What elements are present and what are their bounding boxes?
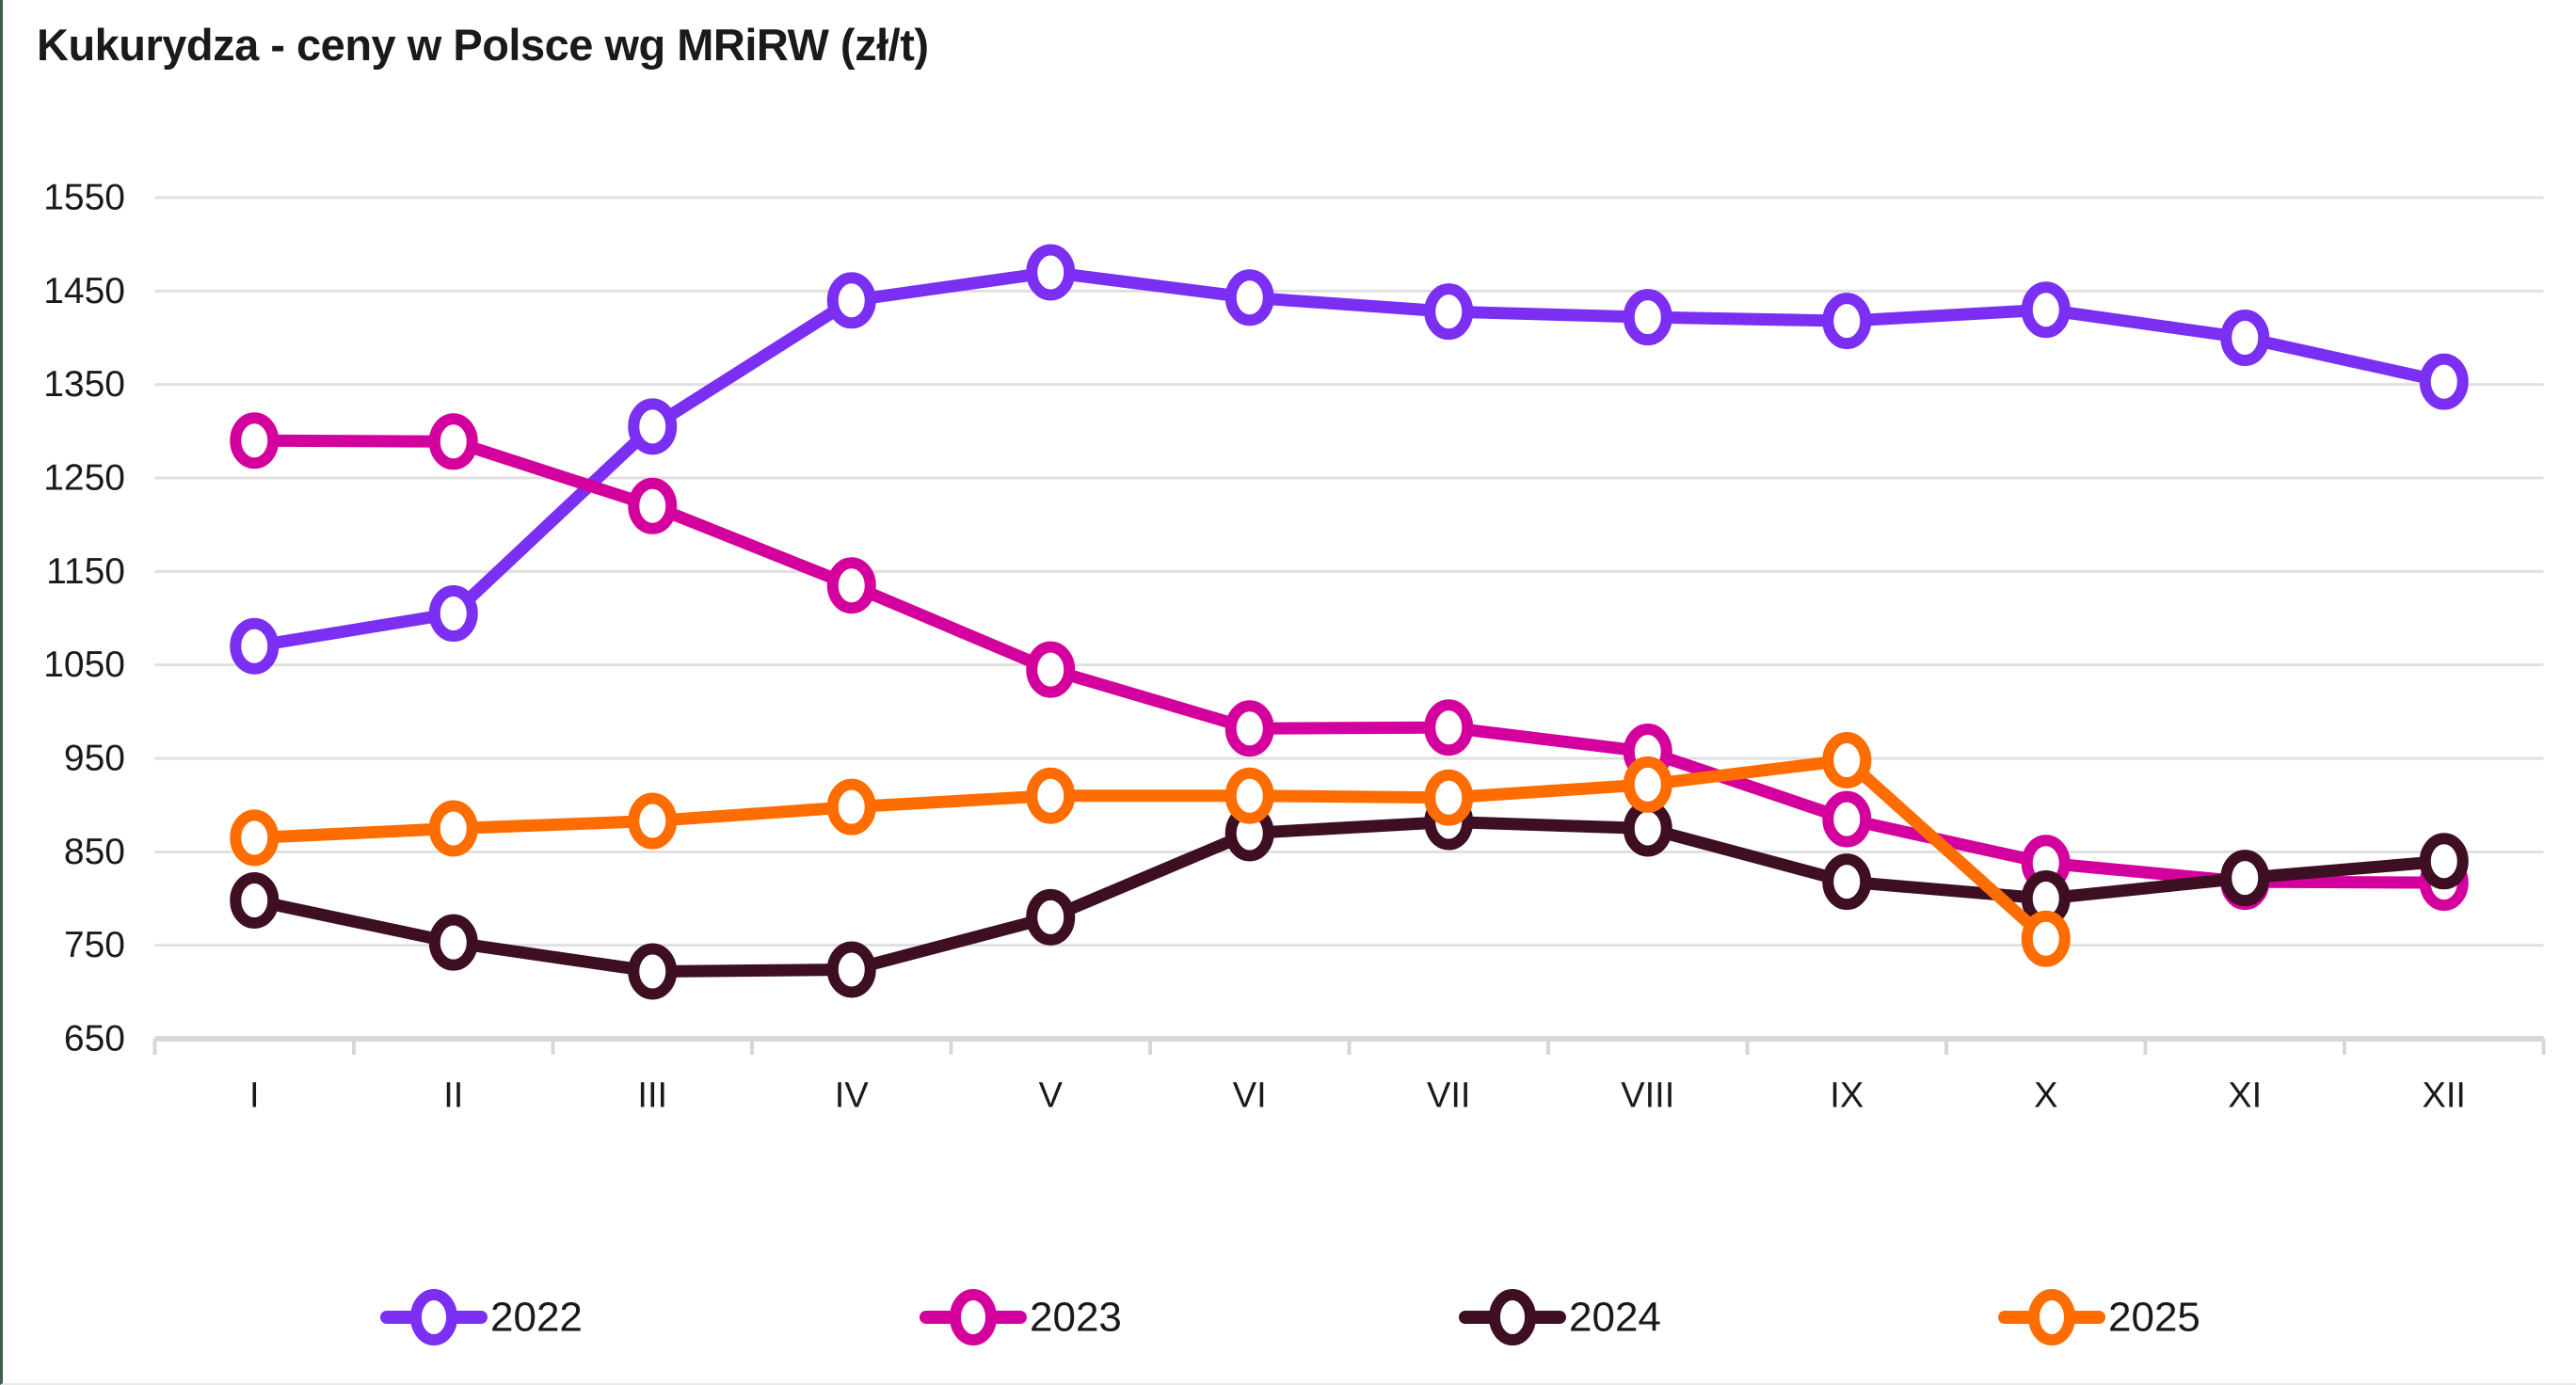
- series-marker-2025: [826, 778, 876, 836]
- series-marker-2023: [230, 412, 280, 470]
- series-marker-2025: [628, 792, 678, 850]
- series-marker-2024: [230, 871, 280, 929]
- x-tick-label-X: X: [2034, 1075, 2057, 1115]
- series-marker-2023: [628, 477, 678, 534]
- legend-swatch-marker-2024: [1489, 1289, 1536, 1345]
- series-marker-2025: [1424, 769, 1474, 826]
- chart-title: Kukurydza - ceny w Polsce wg MRiRW (zł/t…: [37, 20, 929, 70]
- legend-label-2023: 2023: [1030, 1295, 1122, 1341]
- series-marker-2022: [2419, 353, 2469, 410]
- series-marker-2022: [2021, 281, 2071, 339]
- y-tick-label-1550: 1550: [43, 178, 125, 218]
- series-marker-2022: [1623, 289, 1672, 346]
- series-marker-2024: [826, 941, 876, 998]
- legend-swatch-marker-2022: [410, 1289, 457, 1345]
- y-tick-label-1150: 1150: [46, 551, 125, 592]
- series-line-2022: [248, 265, 2451, 653]
- y-tick-label-1050: 1050: [43, 645, 125, 685]
- x-tick-label-IX: IX: [1830, 1075, 1864, 1115]
- x-tick-label-VII: VII: [1427, 1075, 1470, 1115]
- series-marker-2025: [428, 800, 478, 857]
- x-tick-label-II: II: [443, 1075, 463, 1115]
- y-tick-label-1350: 1350: [43, 364, 125, 405]
- series-marker-2023: [1026, 641, 1076, 698]
- series-marker-2022: [428, 585, 478, 643]
- series-marker-2023: [1424, 699, 1474, 756]
- legend-label-2022: 2022: [490, 1295, 583, 1341]
- y-tick-label-850: 850: [64, 832, 125, 872]
- series-line-2023: [248, 434, 2451, 889]
- series-marker-2025: [230, 809, 280, 867]
- series-marker-2023: [826, 557, 876, 614]
- y-tick-label-750: 750: [64, 925, 125, 965]
- series-marker-2024: [628, 943, 678, 1000]
- x-tick-label-IV: IV: [835, 1075, 870, 1115]
- x-tick-label-XII: XII: [2423, 1075, 2466, 1115]
- x-tick-label-XI: XI: [2228, 1075, 2262, 1115]
- series-marker-2023: [428, 413, 478, 470]
- series-marker-2025: [2021, 910, 2071, 967]
- series-marker-2022: [1822, 293, 1872, 350]
- legend-swatch-marker-2025: [2028, 1289, 2075, 1345]
- x-tick-label-VIII: VIII: [1621, 1075, 1674, 1115]
- series-marker-2025: [1623, 756, 1672, 813]
- series-marker-2023: [1822, 790, 1872, 848]
- series-marker-2022: [1224, 269, 1274, 326]
- y-tick-label-1250: 1250: [43, 458, 125, 499]
- series-marker-2025: [1822, 731, 1872, 788]
- x-tick-label-I: I: [249, 1075, 260, 1115]
- series-marker-2024: [428, 914, 478, 971]
- legend-swatch-marker-2023: [950, 1289, 997, 1345]
- series-marker-2022: [628, 398, 678, 455]
- series-marker-2024: [2419, 833, 2469, 890]
- series-marker-2024: [1822, 853, 1872, 911]
- series-marker-2022: [1424, 283, 1474, 341]
- series-marker-2022: [1026, 244, 1076, 301]
- y-tick-label-950: 950: [64, 739, 125, 779]
- series-marker-2023: [1224, 700, 1274, 757]
- y-tick-label-1450: 1450: [43, 271, 125, 311]
- series-line-2025: [248, 754, 2053, 946]
- series-marker-2024: [2220, 850, 2270, 907]
- series-line-2024: [248, 816, 2451, 978]
- series-marker-2024: [1026, 888, 1076, 946]
- y-tick-label-650: 650: [64, 1019, 125, 1059]
- series-marker-2025: [1224, 767, 1274, 824]
- series-marker-2025: [1026, 767, 1076, 824]
- x-tick-label-III: III: [637, 1075, 667, 1115]
- x-tick-label-V: V: [1039, 1075, 1064, 1115]
- series-marker-2022: [2220, 310, 2270, 366]
- legend-label-2025: 2025: [2108, 1295, 2200, 1341]
- legend-label-2024: 2024: [1569, 1295, 1661, 1341]
- x-tick-label-VI: VI: [1233, 1075, 1267, 1115]
- series-marker-2022: [826, 272, 876, 329]
- series-marker-2022: [230, 617, 280, 675]
